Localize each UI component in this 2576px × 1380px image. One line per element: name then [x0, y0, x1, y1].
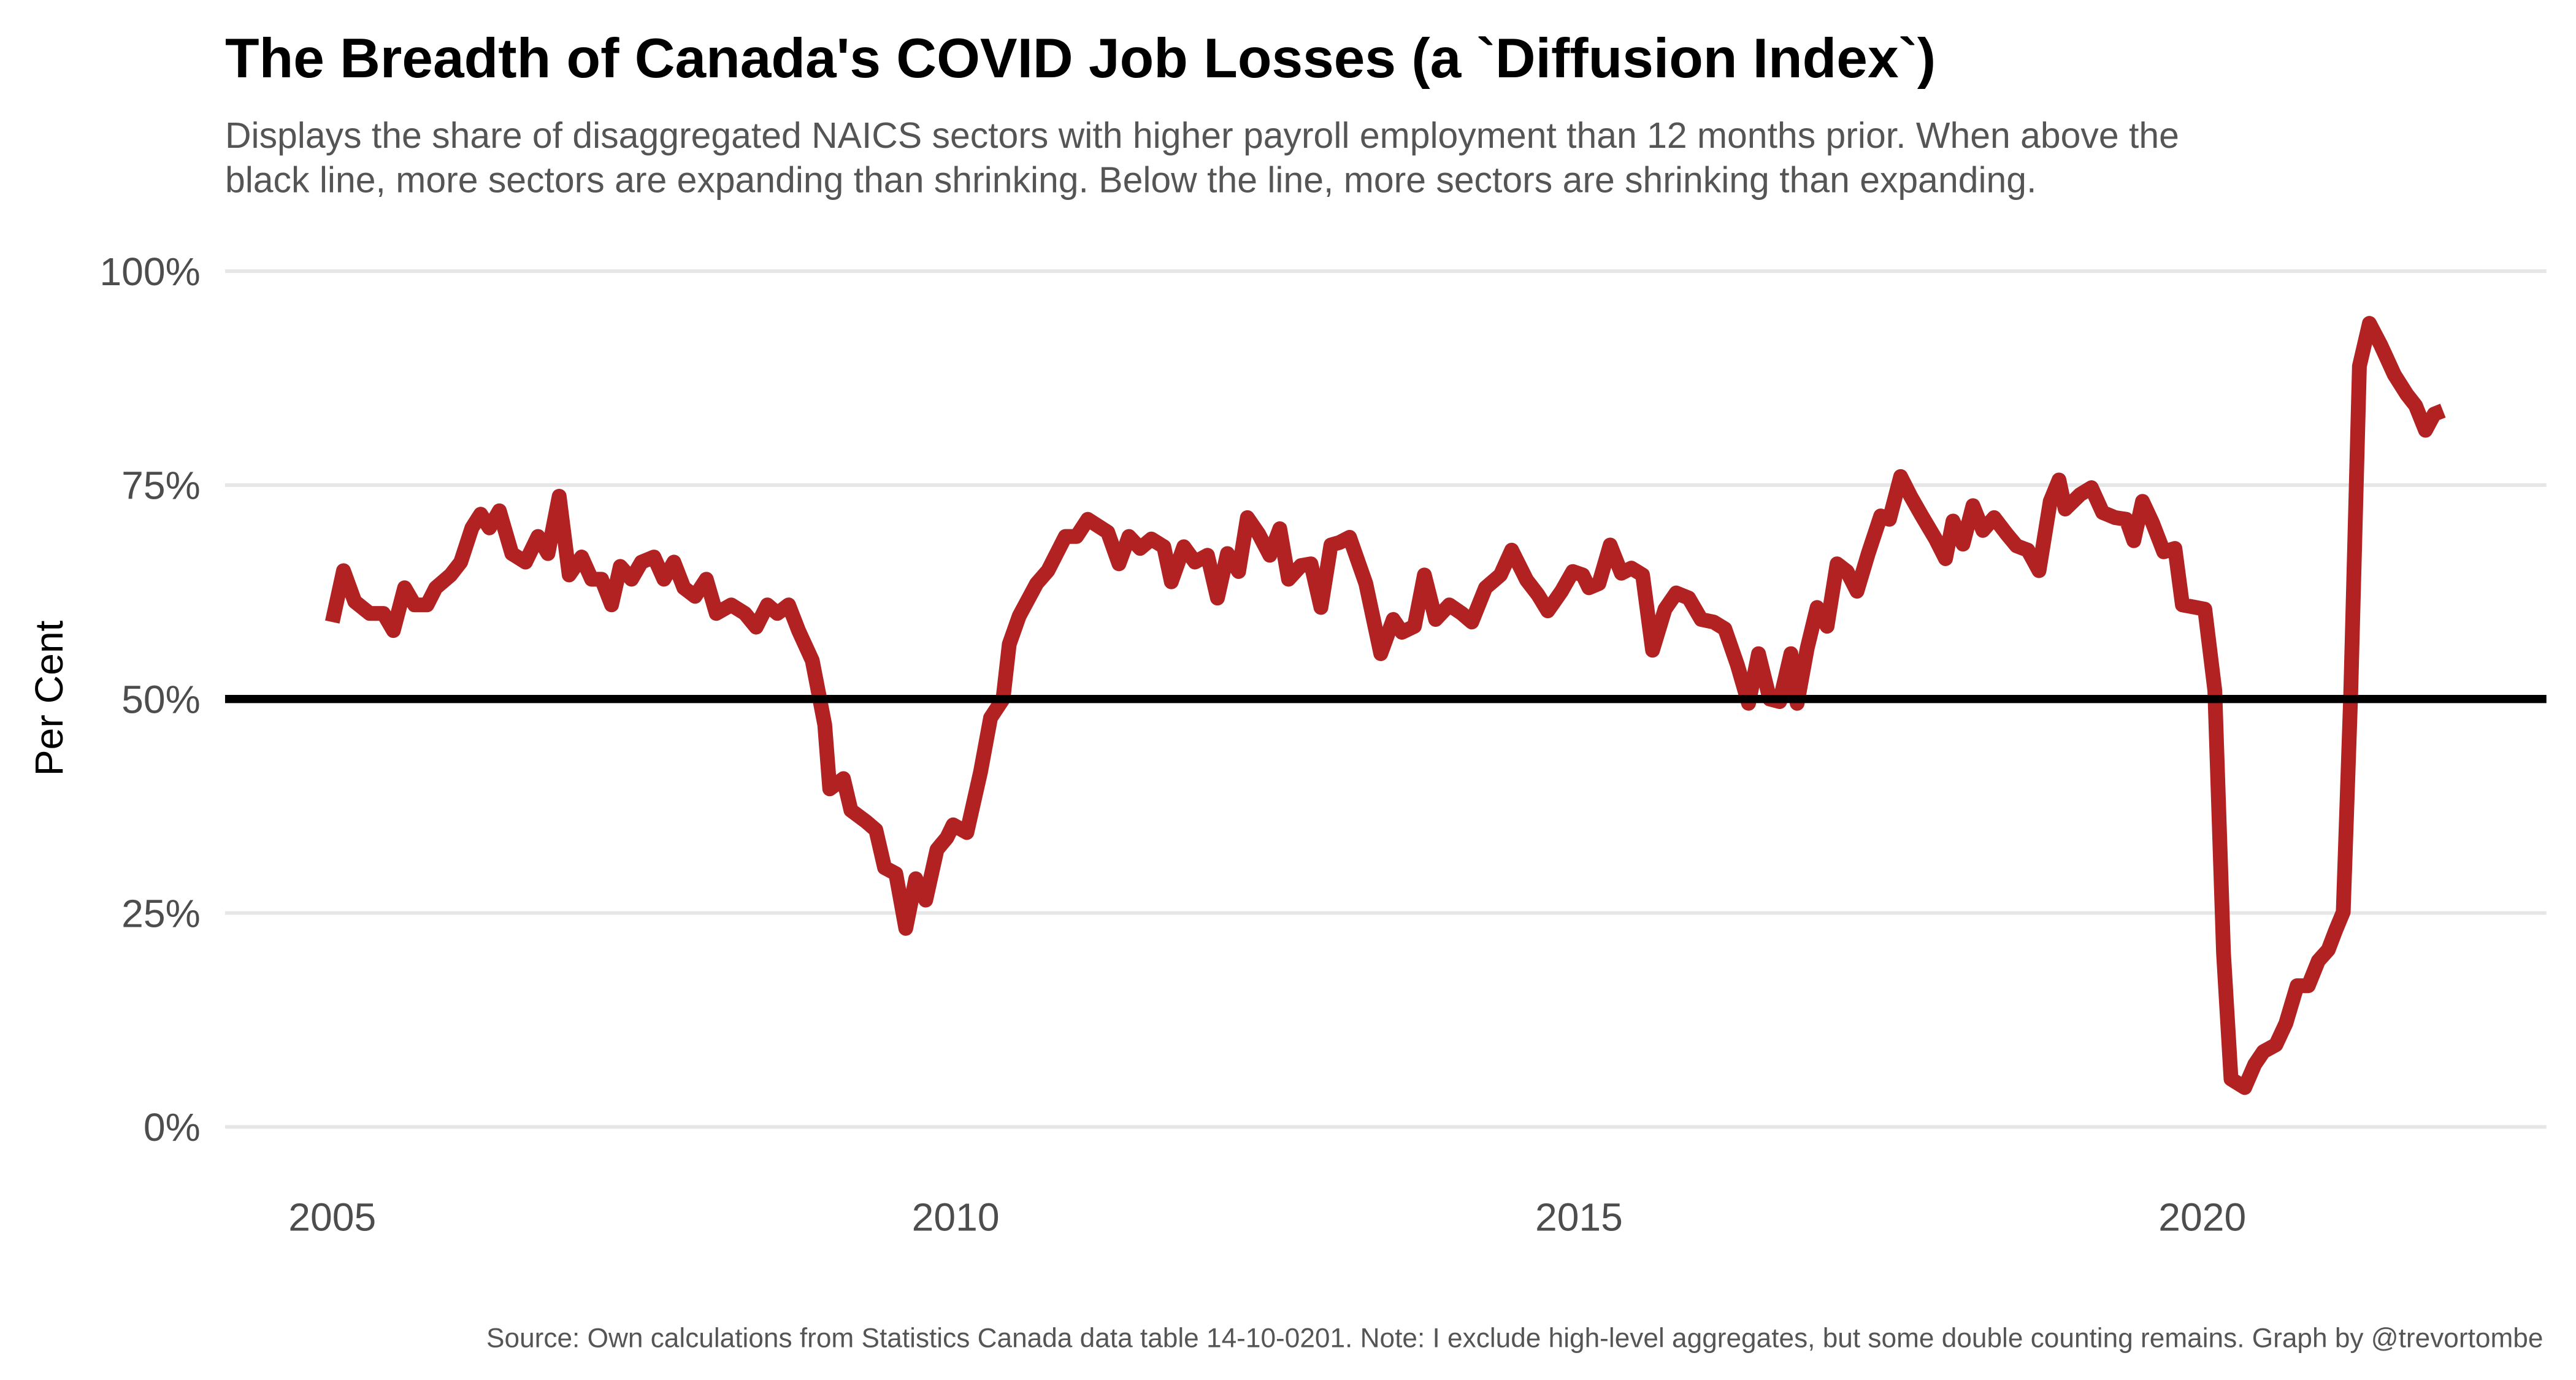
- x-tick-label: 2010: [912, 1195, 1000, 1239]
- y-tick-label: 25%: [121, 891, 201, 935]
- chart-subtitle: Displays the share of disaggregated NAIC…: [225, 116, 2179, 156]
- y-axis-label: Per Cent: [27, 620, 71, 776]
- x-tick-label: 2015: [1535, 1195, 1623, 1239]
- chart-subtitle: black line, more sectors are expanding t…: [225, 160, 2036, 200]
- y-tick-label: 75%: [121, 464, 201, 508]
- y-tick-label: 0%: [144, 1105, 201, 1149]
- x-tick-label: 2020: [2158, 1195, 2246, 1239]
- data-line: [324, 316, 2446, 1095]
- chart-title: The Breadth of Canada's COVID Job Losses…: [225, 28, 1936, 90]
- y-tick-label: 100%: [99, 250, 200, 294]
- y-tick-label: 50%: [121, 678, 201, 722]
- x-tick-label: 2005: [288, 1195, 376, 1239]
- caption: Source: Own calculations from Statistics…: [486, 1323, 2543, 1353]
